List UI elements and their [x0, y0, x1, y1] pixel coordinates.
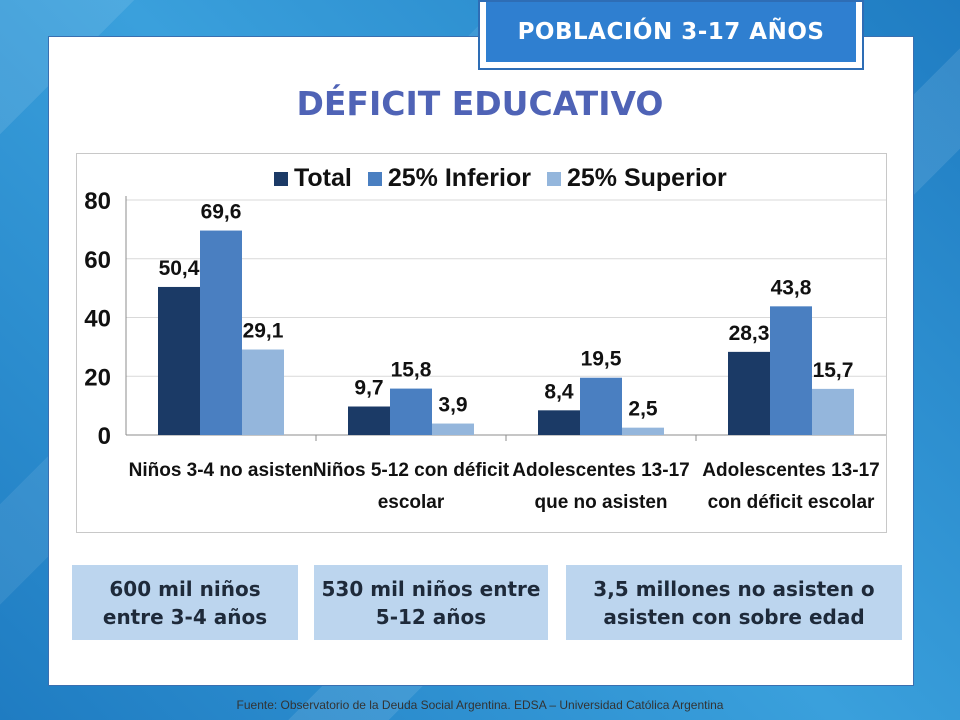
legend-swatch-superior	[546, 171, 561, 186]
bar-value-label: 69,6	[201, 201, 242, 224]
legend-item-total: Total	[274, 164, 352, 193]
x-category-label: Niños 5-12 con déficit	[313, 460, 510, 481]
bar	[812, 388, 854, 435]
bar-value-label: 28,3	[729, 322, 770, 345]
header-badge-text: POBLACIÓN 3-17 AÑOS	[486, 2, 856, 62]
bar-value-label: 29,1	[243, 320, 284, 343]
legend-label-superior: 25% Superior	[566, 164, 727, 192]
bar-value-label: 15,7	[813, 359, 854, 382]
bar	[728, 351, 770, 435]
legend-swatch-inferior	[367, 171, 382, 186]
x-category-label: con déficit escolar	[708, 492, 875, 513]
x-category-label: Adolescentes 13-17	[512, 460, 689, 481]
bar-value-label: 43,8	[771, 276, 812, 299]
bar	[158, 286, 200, 435]
bar	[348, 406, 390, 435]
info-box-13-17: 3,5 millones no asisten o asisten con so…	[566, 565, 902, 640]
bar-value-label: 50,4	[159, 257, 200, 280]
page-title: DÉFICIT EDUCATIVO	[296, 84, 664, 123]
bar	[622, 427, 664, 435]
y-tick-label: 60	[84, 247, 111, 274]
legend-item-superior: 25% Superior	[546, 164, 727, 193]
y-tick-label: 20	[84, 364, 111, 391]
bar	[200, 230, 242, 435]
y-tick-label: 0	[98, 423, 111, 450]
bar-value-label: 2,5	[628, 398, 658, 421]
bar-value-label: 15,8	[391, 359, 432, 382]
x-category-label: escolar	[378, 492, 445, 513]
bar	[390, 388, 432, 435]
y-tick-label: 40	[84, 306, 111, 333]
bar-value-label: 3,9	[438, 394, 467, 417]
legend-label-total: Total	[294, 164, 352, 192]
y-tick-label: 80	[84, 188, 111, 215]
bar-value-label: 9,7	[354, 377, 383, 400]
legend-label-inferior: 25% Inferior	[387, 164, 531, 192]
bar-value-label: 19,5	[581, 348, 622, 371]
bar	[538, 410, 580, 435]
bar	[580, 377, 622, 435]
legend-swatch-total	[274, 171, 288, 186]
x-category-label: Adolescentes 13-17	[702, 460, 879, 481]
legend-item-inferior: 25% Inferior	[367, 164, 531, 193]
header-badge: POBLACIÓN 3-17 AÑOS	[478, 0, 864, 70]
x-category-label: Niños 3-4 no asisten	[129, 460, 314, 481]
bar	[432, 423, 474, 435]
x-category-label: que no asisten	[534, 492, 667, 513]
bar	[770, 306, 812, 435]
bar-chart: 0 20 40 60 80 50,4 69,6 29,1 Niños 3-4 no asiste…	[84, 188, 886, 513]
info-box-5-12: 530 mil niños entre 5-12 años	[314, 565, 548, 640]
source-footer: Fuente: Observatorio de la Deuda Social …	[236, 698, 724, 712]
chart-legend: Total 25% Inferior 25% Superior	[274, 164, 727, 193]
info-box-3-4: 600 mil niños entre 3-4 años	[72, 565, 298, 640]
bar	[242, 349, 284, 435]
bar-value-label: 8,4	[544, 380, 574, 403]
